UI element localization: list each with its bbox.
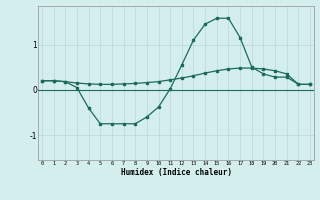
X-axis label: Humidex (Indice chaleur): Humidex (Indice chaleur) (121, 168, 231, 177)
